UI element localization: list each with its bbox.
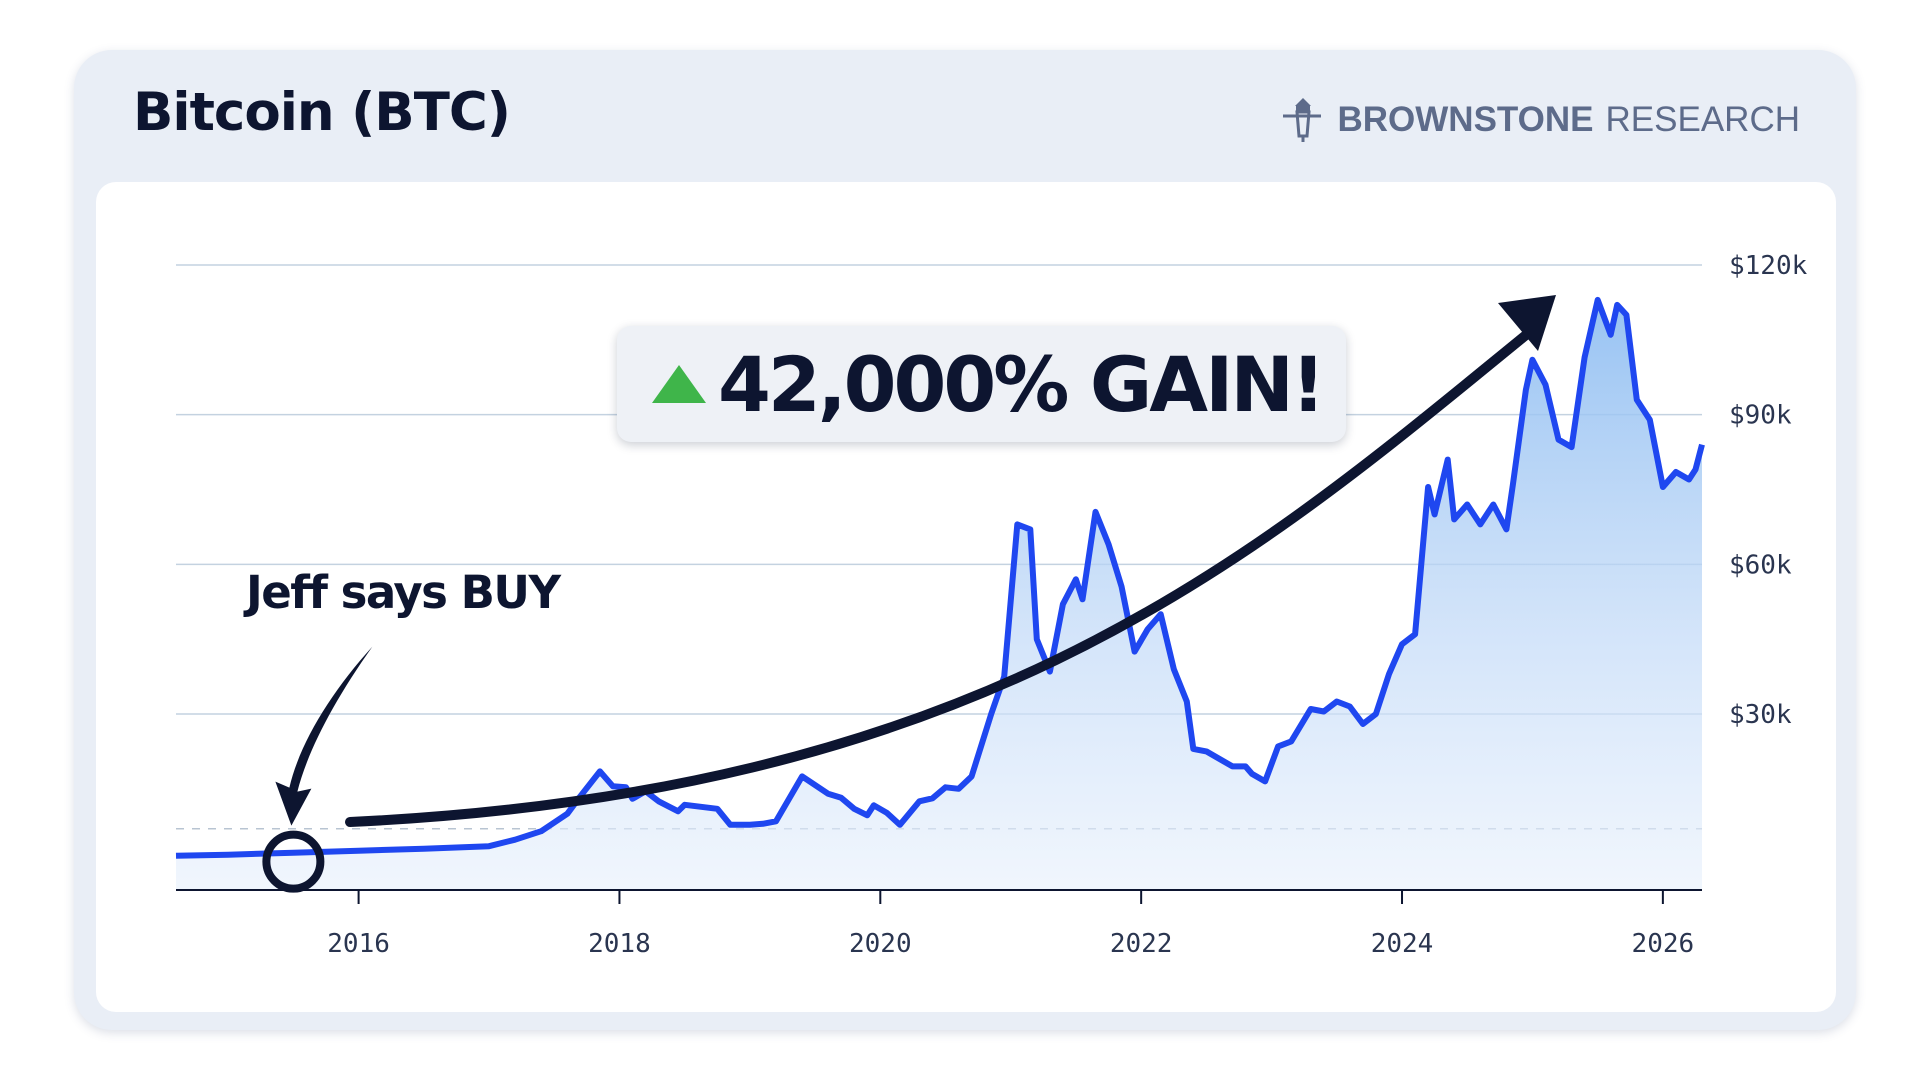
- gain-callout: 42,000% GAIN!: [617, 326, 1346, 442]
- x-tick-label: 2022: [1110, 929, 1173, 959]
- price-area: [176, 299, 1702, 890]
- y-tick-label: $30k: [1729, 700, 1792, 730]
- buy-marker: [262, 830, 325, 893]
- brand-logo: BROWNSTONE RESEARCH: [1281, 96, 1800, 144]
- gain-arrow-head: [1498, 295, 1556, 351]
- y-tick-label: $60k: [1729, 550, 1792, 580]
- chart-title: Bitcoin (BTC): [133, 82, 511, 143]
- y-axis-labels: $30k $60k $90k $120k: [1729, 251, 1808, 730]
- brand-name-bold: BROWNSTONE: [1337, 100, 1594, 139]
- btc-price-chart: $30k$60k$90k$120k 2016 2018 2020 2022 2024 20…: [175, 251, 1808, 959]
- gain-text: 42,000% GAIN!: [718, 339, 1326, 429]
- y-tick-label: $120k: [1729, 251, 1808, 281]
- brand-name-light: RESEARCH: [1605, 100, 1800, 139]
- x-tick-label: 2020: [849, 929, 912, 959]
- gain-arrow: [345, 330, 1531, 827]
- x-tick-label: 2024: [1371, 929, 1434, 959]
- chart-panel: $30k $60k $90k $120k 2016 2018 2020 2022 2024 20…: [96, 182, 1836, 1012]
- buy-arrow: [275, 646, 373, 826]
- x-tick-label: 2016: [327, 929, 390, 959]
- x-axis: [176, 889, 1702, 904]
- x-axis-labels: 2016 2018 2020 2022 2024 2026: [327, 929, 1694, 959]
- lighthouse-icon: [1283, 98, 1322, 142]
- up-triangle-icon: [652, 365, 706, 403]
- x-tick-label: 2018: [588, 929, 651, 959]
- y-tick-label: $90k: [1729, 401, 1792, 431]
- price-line: [175, 296, 1705, 859]
- x-tick-label: 2026: [1632, 929, 1695, 959]
- buy-label: Jeff says BUY: [246, 566, 561, 619]
